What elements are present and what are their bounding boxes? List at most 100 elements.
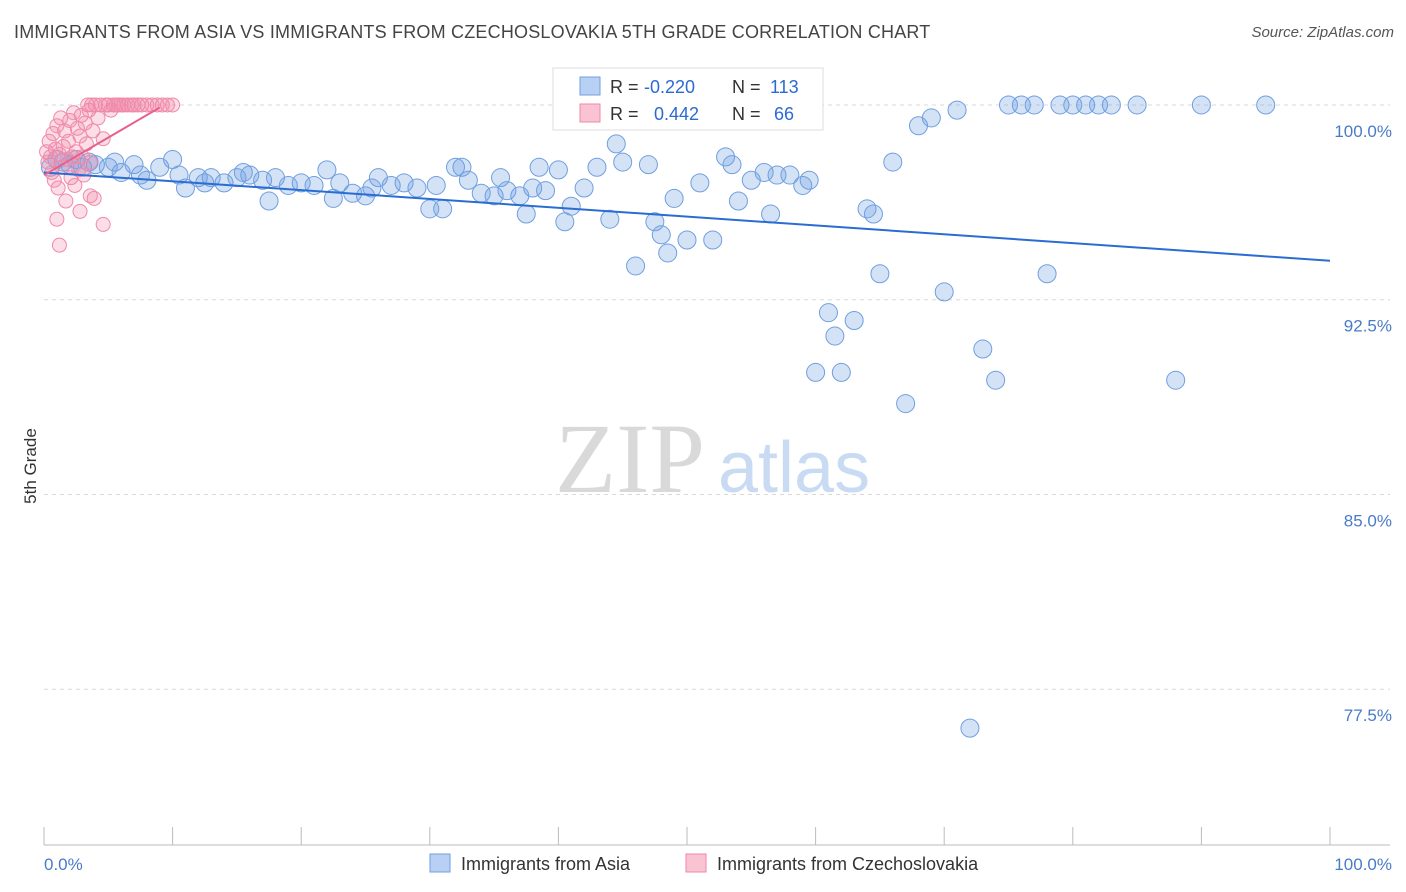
asia-point-74 — [722, 155, 742, 175]
asia-point-75 — [728, 191, 748, 211]
asia-point-78 — [761, 204, 781, 224]
czechoslovakia-point-3 — [42, 149, 58, 165]
asia-point-68 — [658, 243, 678, 263]
czechoslovakia-point-64 — [95, 216, 111, 232]
asia-point-67 — [651, 225, 671, 245]
asia-point-82 — [799, 170, 819, 190]
legend-swatch-czechoslovakia — [579, 103, 601, 123]
bottom-legend: Immigrants from Asia Immigrants from Cze… — [429, 853, 979, 874]
asia-point-97 — [960, 718, 980, 738]
asia-point-71 — [690, 173, 710, 193]
asia-point-103 — [1037, 264, 1057, 284]
asia-point-87 — [844, 310, 864, 330]
czechoslovakia-point-60 — [165, 97, 181, 113]
asia-point-11 — [124, 155, 144, 175]
czechoslovakia-point-62 — [72, 203, 88, 219]
asia-point-99 — [986, 370, 1006, 390]
x-tick-label-max: 100.0% — [1334, 855, 1392, 874]
asia-point-109 — [1127, 95, 1147, 115]
czechoslovakia-point-39 — [90, 110, 106, 126]
asia-point-39 — [394, 173, 414, 193]
watermark-zip: ZIP — [555, 403, 705, 514]
czechoslovakia-point-57 — [149, 97, 165, 113]
asia-point-43 — [433, 199, 453, 219]
czechoslovakia-point-38 — [87, 97, 103, 113]
czechoslovakia-point-32 — [80, 97, 96, 113]
asia-point-81 — [793, 175, 813, 195]
asia-point-31 — [317, 160, 337, 180]
y-tick-label-1: 92.5% — [1344, 317, 1392, 336]
czechoslovakia-point-22 — [67, 177, 83, 193]
bottom-legend-swatch-asia — [429, 853, 451, 873]
legend-n-value-czechoslovakia: 66 — [774, 104, 794, 124]
czechoslovakia-point-31 — [78, 136, 94, 152]
asia-point-63 — [613, 152, 633, 172]
czechoslovakia-point-63 — [82, 188, 98, 204]
legend-swatch-asia — [579, 76, 601, 96]
asia-point-73 — [716, 147, 736, 167]
asia-point-62 — [606, 134, 626, 154]
bottom-legend-swatch-czechoslovakia — [685, 853, 707, 873]
asia-point-84 — [818, 303, 838, 323]
asia-point-24 — [240, 165, 260, 185]
asia-point-61 — [600, 209, 620, 229]
czechoslovakia-point-9 — [50, 180, 66, 196]
y-tick-labels: 100.0% 92.5% 85.0% 77.5% — [1334, 122, 1392, 725]
asia-point-54 — [529, 157, 549, 177]
asia-point-70 — [677, 230, 697, 250]
czechoslovakia-point-26 — [72, 128, 88, 144]
asia-point-102 — [1024, 95, 1044, 115]
asia-point-80 — [780, 165, 800, 185]
asia-point-111 — [1191, 95, 1211, 115]
asia-point-59 — [574, 178, 594, 198]
y-tick-label-0: 100.0% — [1334, 122, 1392, 141]
series-czechoslovakia-points — [39, 97, 181, 253]
czechoslovakia-point-54 — [134, 97, 150, 113]
chart-title: IMMIGRANTS FROM ASIA VS IMMIGRANTS FROM … — [14, 22, 931, 42]
asia-point-52 — [516, 204, 536, 224]
czechoslovakia-point-2 — [41, 133, 57, 149]
asia-point-69 — [664, 188, 684, 208]
asia-point-110 — [1166, 370, 1186, 390]
legend-box: R = -0.220 N = 113 R = 0.442 N = 66 — [552, 67, 824, 131]
asia-point-56 — [548, 160, 568, 180]
czechoslovakia-point-52 — [126, 97, 142, 113]
asia-point-95 — [934, 282, 954, 302]
asia-point-44 — [446, 157, 466, 177]
legend-r-label-czechoslovakia: R = — [610, 104, 639, 124]
czechoslovakia-point-15 — [58, 193, 74, 209]
y-tick-label-2: 85.0% — [1344, 511, 1392, 530]
czechoslovakia-point-5 — [45, 126, 61, 142]
asia-point-40 — [407, 178, 427, 198]
czechoslovakia-point-36 — [85, 123, 101, 139]
y-tick-label-3: 77.5% — [1344, 706, 1392, 725]
asia-point-112 — [1256, 95, 1276, 115]
legend-r-value-czechoslovakia: 0.442 — [654, 104, 699, 124]
asia-point-90 — [870, 264, 890, 284]
asia-point-92 — [896, 394, 916, 414]
asia-point-64 — [626, 256, 646, 276]
asia-point-48 — [484, 186, 504, 206]
asia-point-21 — [214, 173, 234, 193]
asia-point-96 — [947, 100, 967, 120]
asia-point-58 — [561, 196, 581, 216]
asia-point-83 — [806, 362, 826, 382]
asia-point-20 — [201, 168, 221, 188]
asia-point-88 — [857, 199, 877, 219]
asia-point-36 — [362, 178, 382, 198]
asia-point-60 — [587, 157, 607, 177]
asia-point-86 — [831, 362, 851, 382]
asia-point-42 — [426, 175, 446, 195]
czechoslovakia-point-10 — [51, 146, 67, 162]
asia-point-65 — [638, 155, 658, 175]
x-axis-ticks — [43, 827, 1331, 845]
y-axis-label: 5th Grade — [21, 428, 40, 504]
asia-point-89 — [863, 204, 883, 224]
czechoslovakia-point-34 — [82, 154, 98, 170]
asia-point-94 — [921, 108, 941, 128]
bottom-legend-label-czechoslovakia: Immigrants from Czechoslovakia — [717, 854, 979, 874]
asia-point-50 — [497, 181, 517, 201]
legend-r-label-asia: R = — [610, 77, 639, 97]
asia-point-9 — [105, 152, 125, 172]
